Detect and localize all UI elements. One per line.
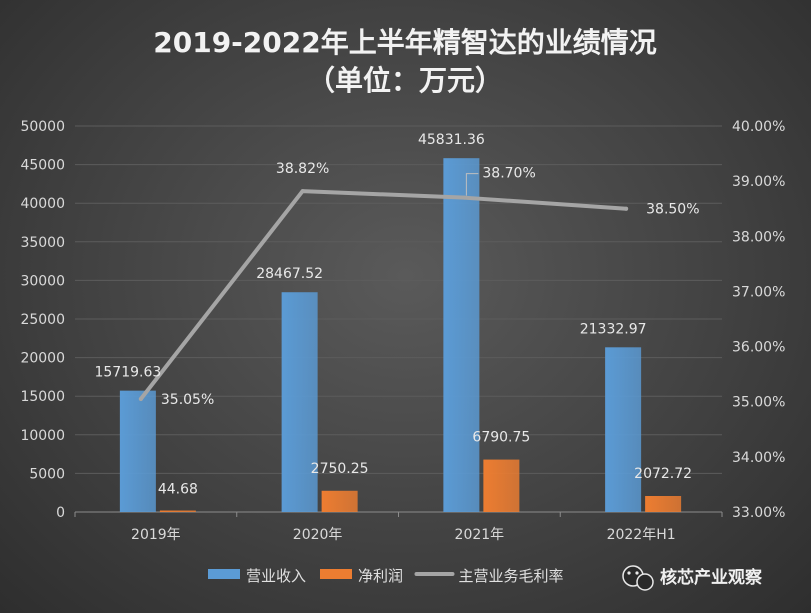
margin-data-label: 38.50%	[646, 202, 699, 218]
revenue-data-label: 15719.63	[94, 365, 161, 381]
y-right-tick-label: 37.00%	[732, 284, 785, 300]
revenue-data-label: 28467.52	[256, 266, 323, 282]
revenue-data-label: 21332.97	[580, 321, 647, 337]
y-right-tick-label: 36.00%	[732, 340, 785, 356]
margin-label-leader	[465, 173, 479, 196]
x-tick-label: 2020年	[293, 527, 343, 543]
revenue-data-label: 45831.36	[418, 132, 485, 148]
legend-swatch	[320, 569, 352, 579]
y-right-tick-label: 38.00%	[732, 229, 785, 245]
margin-line	[138, 173, 629, 401]
revenue-bar	[119, 390, 156, 512]
revenue-bar	[443, 158, 480, 513]
y-left-tick-label: 5000	[29, 466, 65, 482]
y-right-tick-label: 39.00%	[732, 174, 785, 190]
legend-label: 营业收入	[246, 567, 306, 585]
y-right-tick-label: 35.00%	[732, 395, 785, 411]
y-left-tick-label: 15000	[20, 389, 65, 405]
net-profit-data-label: 44.68	[158, 482, 198, 498]
bar-marks	[119, 158, 682, 513]
chart-title: 2019-2022年上半年精智达的业绩情况	[153, 26, 656, 59]
data-labels: 15719.63 28467.52 45831.36 21332.97 44.68 275…	[94, 132, 699, 497]
y-left-tick-label: 20000	[20, 351, 65, 367]
wechat-icon	[622, 565, 654, 591]
x-tick-label: 2021年	[455, 527, 505, 543]
net-profit-data-label: 6790.75	[472, 430, 530, 446]
net-profit-data-label: 2072.72	[634, 466, 692, 482]
y-axis-right: 33.00% 34.00% 35.00% 36.00% 37.00% 38.00% 39.0…	[732, 119, 785, 521]
y-right-tick-label: 40.00%	[732, 119, 785, 135]
revenue-bar	[605, 347, 642, 512]
net-profit-data-label: 2750.25	[311, 461, 369, 477]
margin-data-label: 38.70%	[482, 166, 535, 182]
watermark: 核芯产业观察	[622, 565, 763, 591]
x-axis: 2019年 2020年 2021年 2022年H1	[74, 512, 723, 543]
margin-data-label: 35.05%	[161, 392, 214, 408]
y-right-tick-label: 34.00%	[732, 450, 785, 466]
net-profit-bar	[159, 510, 196, 512]
net-profit-bar	[321, 490, 358, 512]
y-left-tick-label: 50000	[20, 119, 65, 135]
y-left-tick-label: 25000	[20, 312, 65, 328]
y-left-tick-label: 0	[56, 505, 65, 521]
legend-label: 净利润	[358, 567, 403, 585]
watermark-text: 核芯产业观察	[660, 567, 763, 588]
gridlines	[75, 125, 722, 513]
margin-line-point	[300, 189, 305, 194]
y-left-tick-label: 45000	[20, 158, 65, 174]
revenue-bar	[281, 292, 318, 512]
x-tick-label: 2019年	[131, 527, 181, 543]
y-left-tick-label: 10000	[20, 428, 65, 444]
x-tick-label: 2022年H1	[607, 527, 676, 543]
y-right-tick-label: 33.00%	[732, 505, 785, 521]
y-left-tick-label: 30000	[20, 273, 65, 289]
legend-label: 主营业务毛利率	[459, 567, 564, 585]
margin-line-point	[138, 396, 143, 401]
y-axis-left: 0 5000 10000 15000 20000 25000 30000 35000 40000…	[20, 119, 65, 521]
chart-subtitle: （单位：万元）	[307, 64, 503, 97]
margin-line-point	[624, 206, 629, 211]
net-profit-bar	[483, 459, 520, 512]
net-profit-bar	[645, 495, 682, 512]
legend: 营业收入 净利润 主营业务毛利率	[208, 567, 564, 585]
margin-data-label: 38.82%	[276, 161, 329, 177]
y-left-tick-label: 40000	[20, 196, 65, 212]
y-left-tick-label: 35000	[20, 235, 65, 251]
margin-line-point	[462, 195, 467, 200]
margin-line-path	[138, 189, 629, 401]
legend-swatch	[208, 569, 240, 579]
